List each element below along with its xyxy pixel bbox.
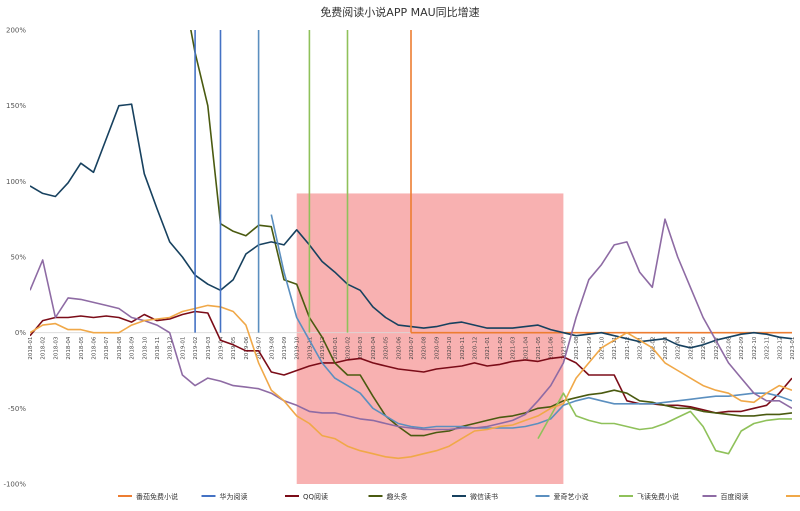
series-line-6	[537, 392, 792, 455]
highlight-band	[296, 193, 564, 484]
x-tick-label: 2018-03	[53, 336, 59, 359]
legend: 番茄免费小说华为阅读QQ阅读趣头条微信读书爱奇艺小说飞读免费小说百度阅读追书神器	[118, 492, 800, 501]
x-tick-label: 2018-12	[168, 337, 174, 360]
x-tick-label: 2019-07	[257, 336, 263, 359]
x-tick-label: 2022-10	[752, 336, 758, 359]
x-tick-label: 2020-12	[473, 337, 479, 360]
x-tick-label: 2020-02	[346, 337, 352, 360]
y-tick-label: 0%	[15, 329, 26, 337]
x-tick-label: 2019-02	[193, 337, 199, 360]
legend-label: 百度阅读	[721, 492, 749, 501]
x-tick-label: 2022-09	[739, 336, 745, 359]
x-tick-label: 2021-02	[498, 337, 504, 360]
x-tick-label: 2020-07	[409, 336, 415, 359]
x-tick-label: 2020-10	[447, 336, 453, 359]
x-tick-label: 2018-10	[142, 336, 148, 359]
x-tick-label: 2019-09	[282, 336, 288, 359]
x-tick-label: 2018-09	[130, 336, 136, 359]
x-tick-label: 2018-11	[155, 337, 161, 360]
legend-label: 华为阅读	[220, 492, 248, 501]
legend-label: 番茄免费小说	[136, 492, 178, 501]
x-tick-label: 2020-11	[460, 337, 466, 360]
y-tick-label: 50%	[10, 254, 26, 262]
x-tick-label: 2021-07	[561, 336, 567, 359]
x-tick-label: 2019-03	[206, 336, 212, 359]
x-tick-label: 2022-04	[676, 336, 682, 359]
x-tick-label: 2022-08	[727, 336, 733, 359]
x-tick-label: 2019-11	[307, 337, 313, 360]
legend-label: 飞读免费小说	[637, 492, 679, 501]
x-tick-label: 2020-04	[371, 336, 377, 359]
x-tick-label: 2018-04	[66, 336, 72, 359]
x-tick-label: 2021-01	[485, 337, 491, 360]
y-tick-label: 100%	[6, 178, 26, 186]
x-tick-label: 2021-11	[612, 337, 618, 360]
x-tick-label: 2020-06	[396, 336, 402, 359]
highlight-band-layer	[296, 193, 564, 484]
series-line-7	[30, 218, 792, 431]
x-tick-label: 2018-06	[92, 336, 98, 359]
x-tick-label: 2023-01	[790, 337, 796, 360]
x-tick-label: 2020-03	[358, 336, 364, 359]
y-tick-label: -50%	[8, 405, 26, 413]
x-tick-label: 2020-01	[333, 337, 339, 360]
series-line-8	[30, 304, 792, 460]
y-tick-label: -100%	[3, 481, 26, 489]
x-tick-label: 2019-10	[295, 336, 301, 359]
x-tick-label: 2020-08	[422, 336, 428, 359]
y-tick-label: 200%	[6, 27, 26, 35]
series-line-5	[270, 214, 792, 429]
x-tick-label: 2021-09	[587, 336, 593, 359]
legend-label: 趣头条	[387, 492, 408, 501]
x-tick-label: 2022-07	[714, 336, 720, 359]
x-tick-label: 2019-12	[320, 337, 326, 360]
x-tick-label: 2022-12	[777, 337, 783, 360]
x-tick-label: 2018-08	[117, 336, 123, 359]
chart-title: 免费阅读小说APP MAU同比增速	[320, 5, 479, 19]
x-tick-label: 2022-06	[701, 336, 707, 359]
x-tick-label: 2021-06	[549, 336, 555, 359]
x-tick-label: 2019-05	[231, 336, 237, 359]
x-tick-label: 2018-01	[28, 337, 34, 360]
y-tick-label: 150%	[6, 102, 26, 110]
x-tick-label: 2018-05	[79, 336, 85, 359]
x-tick-label: 2021-12	[625, 337, 631, 360]
x-tick-label: 2022-01	[638, 337, 644, 360]
x-tick-label: 2022-03	[663, 336, 669, 359]
x-tick-label: 2019-08	[269, 336, 275, 359]
series-line-3	[190, 30, 792, 437]
x-tick-label: 2021-03	[511, 336, 517, 359]
x-tick-label: 2019-04	[219, 336, 225, 359]
x-tick-label: 2019-01	[180, 337, 186, 360]
x-tick-label: 2018-02	[41, 337, 47, 360]
x-tick-label: 2021-08	[574, 336, 580, 359]
legend-label: 爱奇艺小说	[554, 492, 589, 501]
x-tick-label: 2022-11	[765, 337, 771, 360]
legend-label: 微信读书	[470, 492, 498, 501]
legend-label: QQ阅读	[303, 492, 328, 501]
x-tick-label: 2021-05	[536, 336, 542, 359]
series-layer	[30, 30, 792, 460]
x-tick-label: 2018-07	[104, 336, 110, 359]
x-tick-label: 2020-09	[434, 336, 440, 359]
x-tick-label: 2019-06	[244, 336, 250, 359]
x-tick-label: 2020-05	[384, 336, 390, 359]
x-tick-label: 2021-04	[523, 336, 529, 359]
